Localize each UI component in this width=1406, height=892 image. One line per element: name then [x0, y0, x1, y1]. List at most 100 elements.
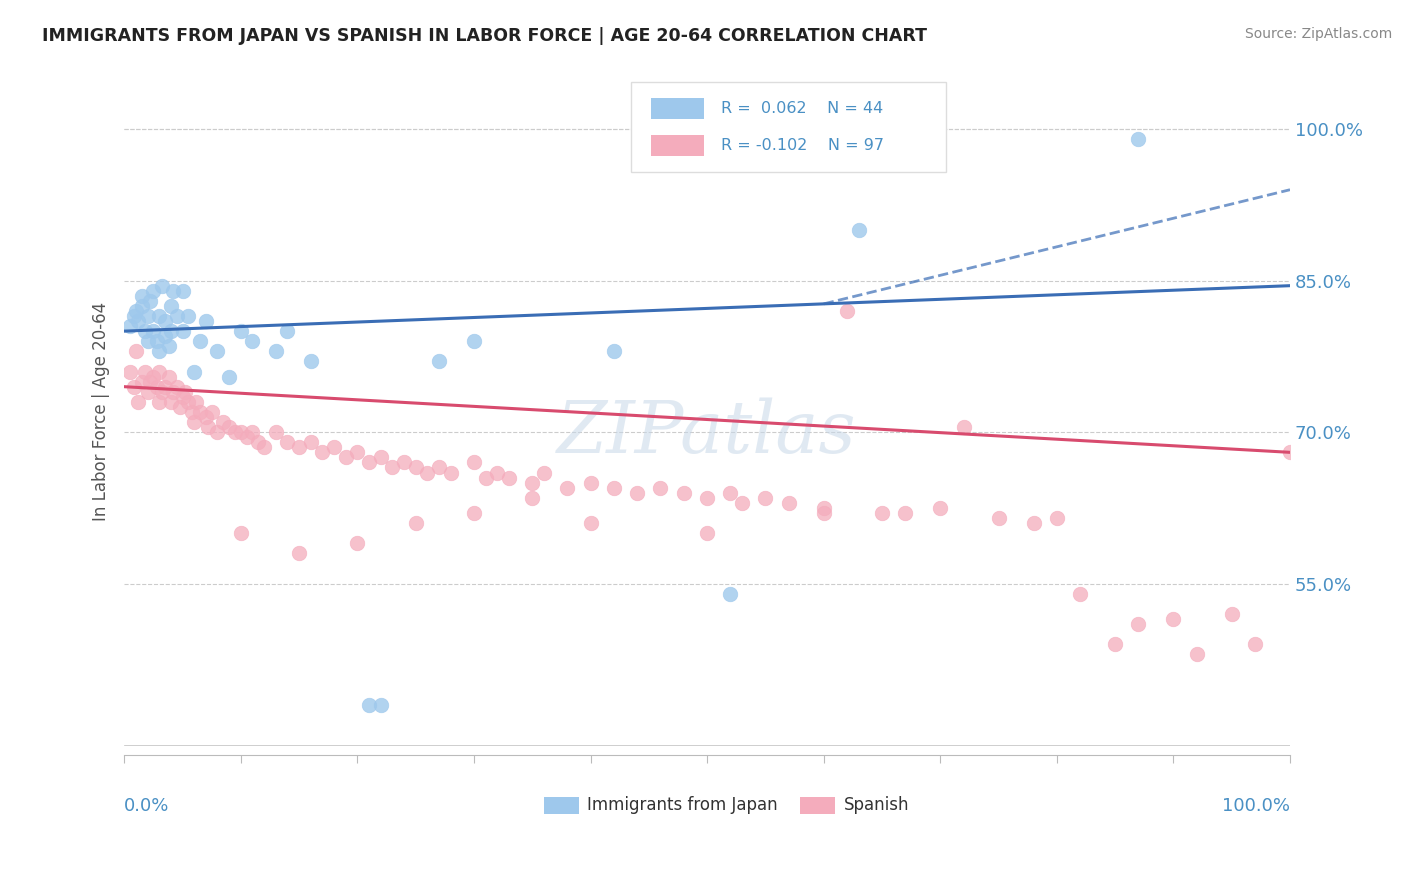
Point	[160, 324, 183, 338]
Point	[1046, 511, 1069, 525]
Point	[180, 405, 202, 419]
Point	[1244, 637, 1267, 651]
Point	[169, 400, 191, 414]
Point	[162, 284, 184, 298]
Point	[142, 324, 165, 338]
Point	[522, 491, 544, 505]
Point	[427, 460, 450, 475]
Point	[381, 460, 404, 475]
Point	[201, 405, 224, 419]
Point	[370, 450, 392, 465]
Point	[218, 420, 240, 434]
Text: 0.0%: 0.0%	[124, 797, 170, 814]
Point	[166, 380, 188, 394]
Point	[194, 314, 217, 328]
Point	[533, 466, 555, 480]
Point	[118, 319, 141, 334]
Point	[987, 511, 1010, 525]
Point	[299, 435, 322, 450]
Point	[335, 450, 357, 465]
Point	[813, 500, 835, 515]
Point	[288, 546, 311, 560]
Point	[188, 334, 211, 349]
Point	[894, 506, 917, 520]
Point	[162, 384, 184, 399]
Point	[127, 314, 149, 328]
Point	[870, 506, 893, 520]
Point	[486, 466, 509, 480]
Point	[463, 506, 485, 520]
Point	[136, 384, 159, 399]
Point	[392, 455, 415, 469]
Point	[813, 506, 835, 520]
Point	[242, 334, 264, 349]
Point	[122, 309, 145, 323]
Point	[1185, 648, 1208, 662]
Point	[188, 405, 211, 419]
Point	[160, 299, 183, 313]
Point	[146, 334, 169, 349]
Point	[229, 526, 252, 541]
Point	[498, 470, 520, 484]
Point	[311, 445, 333, 459]
Bar	[800, 797, 835, 814]
Point	[131, 289, 153, 303]
Point	[474, 470, 496, 484]
Point	[603, 344, 626, 359]
Point	[463, 455, 485, 469]
Point	[177, 309, 200, 323]
Point	[177, 394, 200, 409]
Point	[1104, 637, 1126, 651]
Point	[142, 284, 165, 298]
Point	[276, 324, 298, 338]
Point	[288, 440, 311, 454]
Point	[754, 491, 776, 505]
Point	[224, 425, 246, 439]
Point	[212, 415, 235, 429]
Point	[148, 394, 170, 409]
Point	[264, 344, 287, 359]
Point	[929, 500, 952, 515]
Point	[357, 455, 380, 469]
Point	[218, 369, 240, 384]
Point	[136, 334, 159, 349]
Point	[346, 536, 368, 550]
Point	[127, 394, 149, 409]
Point	[276, 435, 298, 450]
Point	[183, 365, 205, 379]
Point	[1069, 587, 1091, 601]
Text: R =  0.062    N = 44: R = 0.062 N = 44	[721, 101, 883, 116]
Point	[142, 369, 165, 384]
Point	[555, 481, 578, 495]
Point	[229, 324, 252, 338]
Point	[1022, 516, 1045, 530]
Point	[405, 460, 427, 475]
Point	[579, 516, 602, 530]
Point	[1163, 612, 1185, 626]
Point	[134, 324, 156, 338]
Point	[731, 496, 754, 510]
Point	[323, 440, 346, 454]
Point	[416, 466, 439, 480]
Point	[186, 394, 208, 409]
Point	[173, 384, 195, 399]
Point	[153, 329, 176, 343]
Point	[1128, 617, 1150, 632]
Point	[405, 516, 427, 530]
Point	[626, 485, 648, 500]
Point	[242, 425, 264, 439]
Point	[579, 475, 602, 490]
Point	[134, 365, 156, 379]
Text: Source: ZipAtlas.com: Source: ZipAtlas.com	[1244, 27, 1392, 41]
Point	[1128, 132, 1150, 146]
Point	[357, 698, 380, 712]
Text: Spanish: Spanish	[844, 796, 910, 814]
Point	[172, 324, 194, 338]
Point	[370, 698, 392, 712]
Point	[150, 278, 173, 293]
Point	[139, 293, 162, 308]
Point	[183, 415, 205, 429]
Point	[264, 425, 287, 439]
Point	[131, 299, 153, 313]
Point	[346, 445, 368, 459]
